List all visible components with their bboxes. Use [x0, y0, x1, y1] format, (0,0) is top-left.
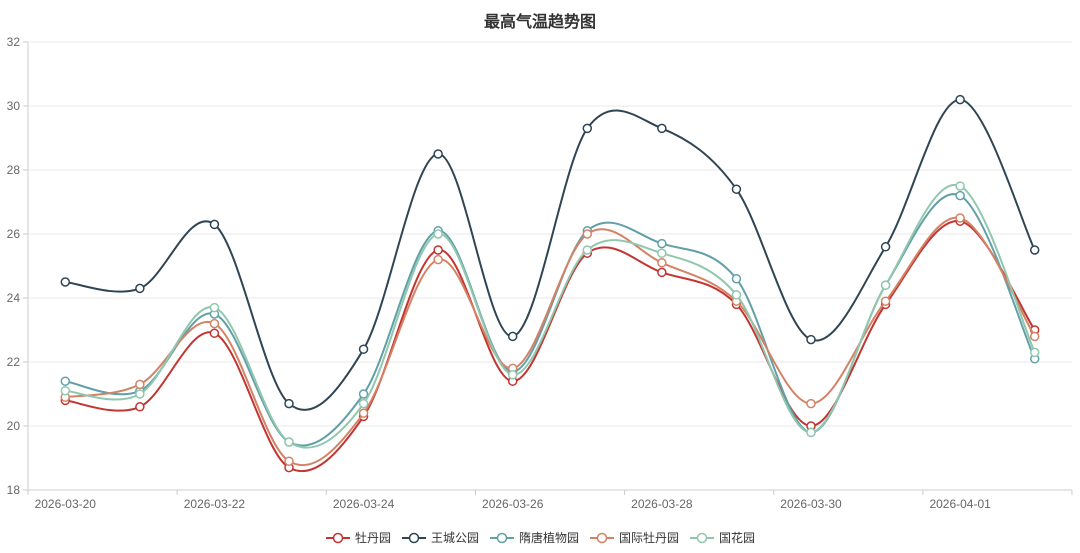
legend-label: 隋唐植物园: [518, 531, 579, 545]
series-1-line: [65, 98, 1036, 411]
series-3-line: [65, 216, 1036, 467]
series-0-marker[interactable]: [433, 245, 443, 255]
series-0-marker[interactable]: [657, 267, 667, 278]
series-0-line: [65, 220, 1036, 473]
series-2-marker[interactable]: [358, 389, 369, 399]
series-3-marker[interactable]: [657, 258, 667, 268]
legend: 牡丹园 王城公园 隋唐植物园 国际牡丹园 国花园: [0, 529, 1080, 546]
x-axis-label: 2026-03-26: [482, 497, 544, 511]
y-axis-label: 32: [7, 35, 21, 49]
series-1-marker[interactable]: [955, 94, 965, 105]
series-1-marker[interactable]: [209, 219, 220, 230]
y-axis-label: 20: [7, 419, 21, 433]
legend-item-4[interactable]: 国花园: [689, 529, 755, 546]
y-axis-label: 28: [7, 163, 21, 177]
series-1-marker[interactable]: [358, 344, 369, 354]
series-3-marker[interactable]: [358, 408, 369, 418]
series-0-marker[interactable]: [135, 402, 145, 412]
series-3-marker[interactable]: [806, 398, 816, 409]
series-3-marker[interactable]: [433, 254, 443, 265]
series-4-marker[interactable]: [507, 370, 518, 380]
legend-line-icon: [690, 532, 715, 543]
y-axis-label: 22: [7, 355, 21, 369]
chart-title: 最高气温趋势图: [483, 14, 596, 31]
series-2-marker[interactable]: [60, 376, 71, 386]
series-1-marker[interactable]: [60, 277, 71, 287]
legend-label: 国际牡丹园: [619, 531, 680, 545]
series-3-marker[interactable]: [582, 229, 593, 239]
series-0-marker[interactable]: [209, 328, 220, 338]
series-1-marker[interactable]: [657, 123, 667, 134]
series-4-marker[interactable]: [731, 290, 742, 300]
series-4-marker[interactable]: [135, 389, 145, 399]
series-2-marker[interactable]: [955, 190, 965, 201]
series-1-marker[interactable]: [507, 331, 518, 342]
series-4-marker[interactable]: [284, 437, 294, 447]
series-4-marker[interactable]: [806, 427, 816, 438]
series-4-marker[interactable]: [209, 302, 220, 313]
series-4-marker[interactable]: [955, 181, 965, 191]
legend-line-icon: [325, 532, 350, 543]
legend-label: 王城公园: [430, 531, 479, 545]
series-3-marker[interactable]: [284, 456, 294, 466]
series-3-marker[interactable]: [135, 379, 145, 390]
y-axis-label: 24: [7, 291, 21, 305]
series-1-marker[interactable]: [582, 123, 593, 134]
x-axis-label: 2026-03-24: [333, 497, 395, 511]
series-1-marker[interactable]: [135, 283, 145, 294]
series-3-marker[interactable]: [955, 213, 965, 223]
series-2-marker[interactable]: [657, 238, 667, 249]
legend-item-3[interactable]: 国际牡丹园: [589, 529, 679, 546]
legend-item-0[interactable]: 牡丹园: [325, 529, 391, 546]
legend-line-icon: [590, 532, 614, 543]
x-axis-label: 2026-04-01: [929, 497, 991, 511]
series-1-marker[interactable]: [731, 184, 742, 194]
series-4-marker[interactable]: [358, 398, 369, 409]
legend-line-icon: [401, 532, 426, 543]
x-axis-label: 2026-03-22: [184, 497, 246, 511]
series-1-marker[interactable]: [806, 334, 816, 345]
series-4-marker[interactable]: [657, 248, 667, 258]
x-axis-label: 2026-03-20: [35, 497, 97, 511]
series-4-marker[interactable]: [60, 386, 71, 396]
series-4-marker[interactable]: [1029, 347, 1040, 358]
series-4-marker[interactable]: [433, 229, 443, 239]
series-4-marker[interactable]: [582, 245, 593, 255]
series-1-marker[interactable]: [880, 242, 891, 252]
series-1-marker[interactable]: [284, 398, 294, 409]
legend-item-2[interactable]: 隋唐植物园: [489, 529, 579, 546]
y-axis-label: 30: [7, 99, 21, 113]
series-2-marker[interactable]: [731, 274, 742, 284]
series-4-marker[interactable]: [880, 280, 891, 290]
y-axis-label: 26: [7, 227, 21, 241]
x-axis-label: 2026-03-28: [631, 497, 693, 511]
y-axis-label: 18: [7, 483, 21, 497]
legend-label: 国花园: [719, 531, 756, 545]
series-3-marker[interactable]: [880, 296, 891, 306]
legend-item-1[interactable]: 王城公园: [401, 529, 479, 546]
legend-line-icon: [489, 532, 514, 543]
series-3-marker[interactable]: [1029, 331, 1040, 342]
series-1-marker[interactable]: [1029, 245, 1040, 255]
x-axis-label: 2026-03-30: [780, 497, 842, 511]
series-3-marker[interactable]: [209, 318, 220, 329]
series-1-marker[interactable]: [433, 149, 443, 159]
legend-label: 牡丹园: [354, 531, 391, 545]
